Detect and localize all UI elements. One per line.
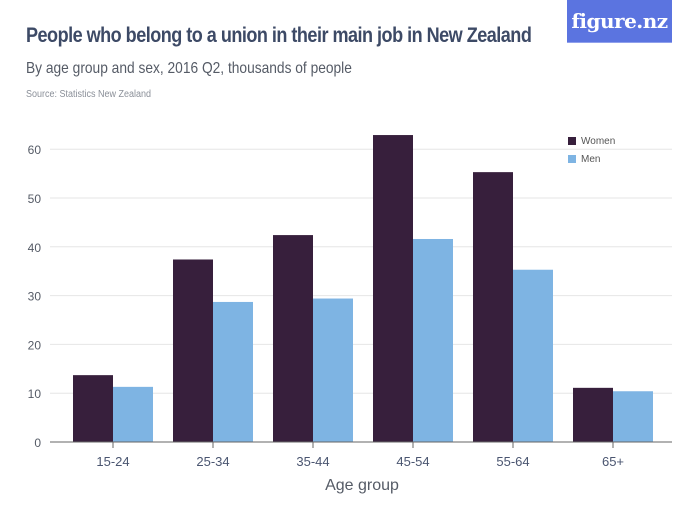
gridlines: 0 10 20 30 40 50 60 — [28, 143, 672, 450]
chart-source: Source: Statistics New Zealand — [26, 89, 152, 100]
x-axis-label: Age group — [325, 477, 399, 494]
bar-men-25-34[interactable] — [213, 301, 253, 442]
y-tick-label: 0 — [34, 436, 41, 450]
legend-label-women: Women — [581, 136, 615, 147]
bar-women-65+[interactable] — [573, 387, 613, 442]
x-tick-label: 15-24 — [96, 454, 129, 469]
x-axis: 15-24 25-34 35-44 45-54 55-64 65+ — [50, 441, 672, 469]
x-tick-label: 45-54 — [396, 454, 429, 469]
y-tick-label: 60 — [28, 143, 42, 157]
legend-label-men: Men — [581, 154, 600, 165]
chart-subtitle: By age group and sex, 2016 Q2, thousands… — [26, 60, 352, 77]
y-tick-label: 10 — [28, 387, 42, 401]
bars — [73, 135, 653, 443]
bar-men-45-54[interactable] — [413, 238, 453, 442]
bar-women-15-24[interactable] — [73, 375, 113, 442]
bar-women-55-64[interactable] — [473, 172, 513, 443]
bar-women-45-54[interactable] — [373, 135, 413, 442]
chart-title: People who belong to a union in their ma… — [26, 24, 532, 47]
legend-swatch-men — [568, 155, 576, 163]
bar-men-15-24[interactable] — [113, 386, 153, 442]
y-tick-label: 50 — [28, 192, 42, 206]
x-tick-label: 35-44 — [296, 454, 329, 469]
x-tick-label: 65+ — [602, 454, 624, 469]
bar-men-35-44[interactable] — [313, 298, 353, 442]
y-tick-label: 20 — [28, 338, 42, 352]
figure-nz-logo[interactable]: figure.nz — [567, 0, 672, 43]
bar-women-35-44[interactable] — [273, 235, 313, 442]
legend: Women Men — [568, 136, 615, 165]
bar-women-25-34[interactable] — [173, 259, 213, 442]
bar-men-65+[interactable] — [613, 391, 653, 442]
y-tick-label: 30 — [28, 290, 42, 304]
y-tick-label: 40 — [28, 241, 42, 255]
legend-swatch-women — [568, 137, 576, 145]
x-tick-label: 55-64 — [496, 454, 529, 469]
bar-men-55-64[interactable] — [513, 269, 553, 442]
x-tick-label: 25-34 — [196, 454, 229, 469]
